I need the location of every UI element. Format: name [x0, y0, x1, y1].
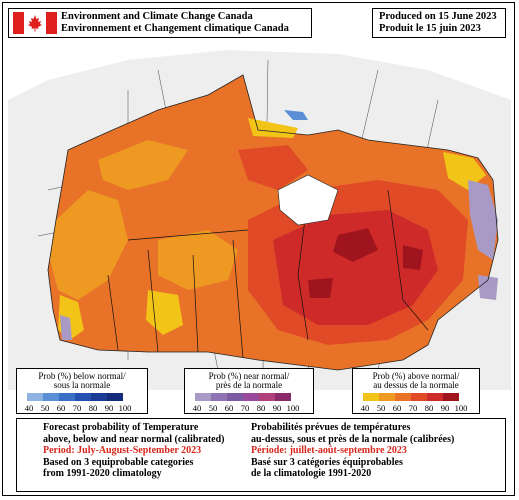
info-fr-basis1: Basé sur 3 catégories équiprobables [251, 456, 403, 468]
legend-near-tick-0: 40 [192, 403, 202, 413]
forecast-info-box: Forecast probability of Temperature abov… [16, 418, 506, 492]
legend-above-title-en: Prob (%) above normal/ [372, 371, 460, 381]
legend-near-ticks: 40 50 60 70 80 90 100 [189, 403, 301, 413]
legend-near-swatch-4 [259, 393, 275, 401]
region-dark-red-3 [308, 278, 333, 298]
legend-near-swatch-3 [243, 393, 259, 401]
region-red-orange-north [238, 145, 308, 190]
legend-below-tick-6: 100 [118, 403, 132, 413]
info-fr-title2: au-dessus, sous et près de la normale (c… [251, 433, 455, 445]
legend-near-title-fr: près de la normale [215, 380, 283, 390]
legend-near-tick-6: 100 [286, 403, 300, 413]
legend-below-swatch-2 [59, 393, 75, 401]
legend-above-swatch-1 [379, 393, 395, 401]
legend-near-swatch-5 [275, 393, 291, 401]
legend-below-swatch-3 [75, 393, 91, 401]
info-fr-period: Période: juillet-août-septembre 2023 [251, 445, 407, 456]
legend-near-tick-3: 70 [240, 403, 250, 413]
legend-near-title-en: Prob (%) near normal/ [208, 371, 290, 381]
region-light-orange-west [50, 190, 128, 300]
legend-near-tick-5: 90 [272, 403, 282, 413]
legend-below-tick-4: 80 [88, 403, 98, 413]
legend-below-swatches [27, 393, 123, 401]
legend-above-swatches [363, 393, 459, 401]
legend-above-swatch-2 [395, 393, 411, 401]
info-fr-title1: Probabilités prévues de températures [251, 422, 411, 433]
info-english: Forecast probability of Temperature abov… [43, 422, 224, 480]
legend-above-ticks: 40 50 60 70 80 90 100 [357, 403, 469, 413]
legend-below-ticks: 40 50 60 70 80 90 100 [21, 403, 133, 413]
region-dark-red-1 [333, 228, 378, 262]
region-near-normal-east [468, 180, 498, 260]
legend-above-tick-2: 60 [392, 403, 402, 413]
produced-date-en: Produced on 15 June 2023 [379, 11, 497, 22]
legend-near-swatches [195, 393, 291, 401]
legend-below-title-fr: sous la normale [53, 380, 111, 390]
legend-below-swatch-1 [43, 393, 59, 401]
legend-near-tick-1: 50 [208, 403, 218, 413]
info-en-period: Period: July-August-September 2023 [43, 445, 202, 456]
legend-below-tick-3: 70 [72, 403, 82, 413]
hudson-bay [277, 174, 339, 226]
legend-above-tick-0: 40 [360, 403, 370, 413]
region-near-normal-ne [478, 275, 498, 300]
region-light-orange-central [158, 230, 238, 290]
info-fr-basis2: de la climatologie 1991-2020 [251, 468, 372, 479]
info-french: Probabilités prévues de températures au-… [251, 422, 454, 480]
legend-below-tick-0: 40 [24, 403, 34, 413]
legend-above-swatch-5 [443, 393, 459, 401]
legend-near-swatch-1 [211, 393, 227, 401]
legend-above-swatch-0 [363, 393, 379, 401]
legend-below-swatch-0 [27, 393, 43, 401]
coastline [47, 74, 499, 371]
info-en-title2: above, below and near normal (calibrated… [43, 433, 225, 445]
region-below-normal-arctic [284, 110, 308, 120]
legend-below-swatch-4 [91, 393, 107, 401]
region-yellow-labrador [443, 152, 486, 190]
agency-name-fr: Environnement et Changement climatique C… [61, 23, 289, 34]
legend-above-tick-5: 90 [440, 403, 450, 413]
info-en-title1: Forecast probability of Temperature [43, 422, 199, 433]
region-dark-red-2 [403, 245, 423, 270]
legend-above-swatch-4 [427, 393, 443, 401]
produced-date-fr: Produit le 15 juin 2023 [379, 23, 481, 34]
agency-box: Environment and Climate Change Canada En… [8, 8, 312, 38]
info-en-basis1: Based on 3 equiprobable categories [43, 456, 194, 468]
legend-below-tick-1: 50 [40, 403, 50, 413]
region-near-normal-west [60, 315, 72, 340]
legend-near-tick-4: 80 [256, 403, 266, 413]
legend-below-title-en: Prob (%) below normal/ [38, 371, 126, 381]
legend-above-tick-1: 50 [376, 403, 386, 413]
temperature-probability-map [8, 50, 511, 390]
legend-near-swatch-0 [195, 393, 211, 401]
legend-above-normal: Prob (%) above normal/ au dessus de la n… [352, 368, 480, 414]
info-en-basis2: from 1991-2020 climatology [43, 468, 162, 479]
canada-flag-icon [13, 12, 57, 34]
legend-below-normal: Prob (%) below normal/ sous la normale 4… [16, 368, 148, 414]
legend-above-tick-4: 80 [424, 403, 434, 413]
legend-near-tick-2: 60 [224, 403, 234, 413]
legend-below-tick-5: 90 [104, 403, 114, 413]
legend-near-swatch-2 [227, 393, 243, 401]
legend-above-title-fr: au dessus de la normale [373, 380, 459, 390]
agency-name-en: Environment and Climate Change Canada [61, 11, 253, 22]
legend-above-swatch-3 [411, 393, 427, 401]
region-light-orange-north [98, 140, 188, 190]
produced-date-box: Produced on 15 June 2023 Produit le 15 j… [372, 8, 506, 38]
legend-below-tick-2: 60 [56, 403, 66, 413]
legend-above-tick-6: 100 [454, 403, 468, 413]
legend-below-swatch-5 [107, 393, 123, 401]
legend-above-tick-3: 70 [408, 403, 418, 413]
legend-near-normal: Prob (%) near normal/ près de la normale… [184, 368, 314, 414]
